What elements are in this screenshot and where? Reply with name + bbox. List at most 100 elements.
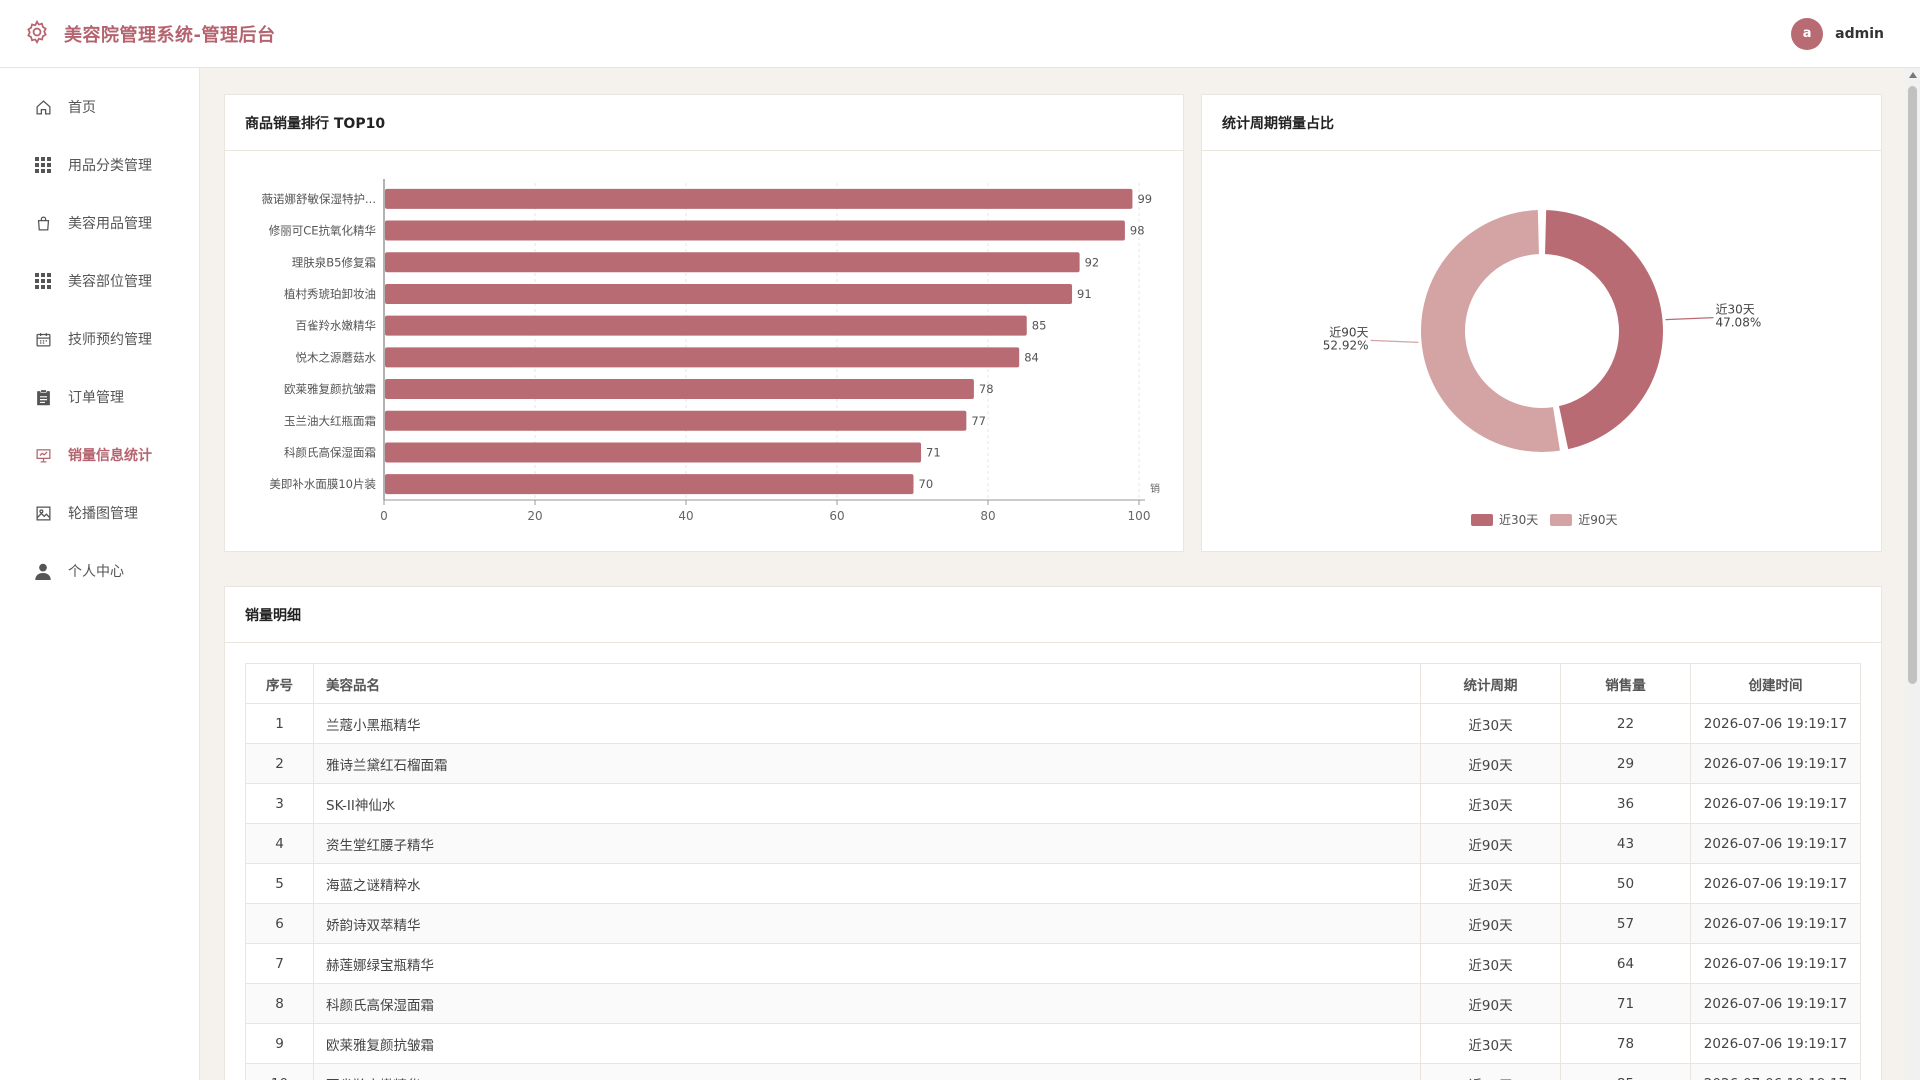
sidebar-item-label: 首页: [68, 100, 96, 116]
image-icon: [34, 504, 52, 522]
table-cell: 近30天: [1420, 1023, 1561, 1064]
bar: [385, 315, 1027, 336]
table-cell: 29: [1560, 743, 1691, 784]
data-label: 92: [1085, 255, 1100, 269]
table-cell: 64: [1560, 943, 1691, 984]
slice-name-label: 近30天: [1715, 303, 1754, 317]
table-row[interactable]: 7 赫莲娜绿宝瓶精华 近30天 64 2026-07-06 19:19:17: [245, 943, 1861, 984]
bar: [385, 252, 1080, 273]
table-body: 1 兰蔻小黑瓶精华 近30天 22 2026-07-06 19:19:17 2 雅诗兰黛红石…: [245, 703, 1861, 1080]
table-cell: 2026-07-06 19:19:17: [1690, 1063, 1861, 1080]
data-label: 78: [979, 382, 994, 396]
table-row[interactable]: 8 科颜氏高保湿面霜 近90天 71 2026-07-06 19:19:17: [245, 983, 1861, 1024]
table-cell: 2026-07-06 19:19:17: [1690, 743, 1861, 784]
pie-legend: 近30天 近90天: [1471, 511, 1618, 528]
table-cell: 近30天: [1420, 943, 1561, 984]
table-cell: SK-II神仙水: [313, 783, 1421, 824]
table-row[interactable]: 10百雀羚水嫩精华近90天852026-07-06 19:19:17: [245, 1063, 1861, 1080]
table-row[interactable]: 4 资生堂红腰子精华 近90天 43 2026-07-06 19:19:17: [245, 823, 1861, 864]
sales-table: 序号 美容品名 统计周期 销售量 创建时间 1 兰蔻小黑瓶精华 近30天 22 2026…: [245, 663, 1861, 1080]
bar: [385, 347, 1020, 368]
table-cell: 近90天: [1420, 903, 1561, 944]
sidebar-item-carousel[interactable]: 轮播图管理: [0, 484, 199, 542]
legend-item-90[interactable]: 近90天: [1550, 511, 1618, 528]
sidebar-item-category[interactable]: 用品分类管理: [0, 136, 199, 194]
table-row[interactable]: 5 海蓝之谜精粹水 近30天 50 2026-07-06 19:19:17: [245, 863, 1861, 904]
table-cell: 近30天: [1420, 863, 1561, 904]
table-cell: 赫莲娜绿宝瓶精华: [313, 943, 1421, 984]
table-row[interactable]: 3 SK-II神仙水 近30天 36 2026-07-06 19:19:17: [245, 783, 1861, 824]
sidebar-item-sales-stats[interactable]: 销量信息统计: [0, 426, 199, 484]
table-row[interactable]: 6 娇韵诗双萃精华 近90天 57 2026-07-06 19:19:17: [245, 903, 1861, 944]
table-cell: 57: [1560, 903, 1691, 944]
page-scrollbar[interactable]: [1905, 68, 1920, 1080]
username[interactable]: admin: [1835, 25, 1884, 42]
sidebar-item-products[interactable]: 美容用品管理: [0, 194, 199, 252]
table-cell: 2026-07-06 19:19:17: [1690, 1023, 1861, 1064]
table-cell: 71: [1560, 983, 1691, 1024]
grid-icon: [34, 272, 52, 290]
table-cell: 近90天: [1420, 743, 1561, 784]
table-cell: 2026-07-06 19:19:17: [1690, 863, 1861, 904]
column-header[interactable]: 统计周期: [1420, 663, 1561, 704]
label-leader-line: [1370, 339, 1419, 343]
user-menu[interactable]: a admin: [1791, 17, 1896, 50]
table-cell: 9: [245, 1023, 314, 1064]
table-row[interactable]: 1 兰蔻小黑瓶精华 近30天 22 2026-07-06 19:19:17: [245, 703, 1861, 744]
y-tick-label: 欧莱雅复颜抗皱霜: [284, 382, 376, 396]
sidebar-item-orders[interactable]: 订单管理: [0, 368, 199, 426]
x-axis-label: 销: [1150, 482, 1160, 495]
main-content: 商品销量排行 TOP10 0 20 40 60 80 100 销薇诺娜舒敏保湿特护... 99…: [200, 68, 1905, 1080]
sidebar-item-label: 轮播图管理: [68, 506, 138, 522]
data-label: 98: [1130, 224, 1145, 238]
sidebar-item-body-parts[interactable]: 美容部位管理: [0, 252, 199, 310]
slice-percent-label: 52.92%: [1323, 338, 1369, 352]
x-tick-label: 60: [829, 509, 844, 523]
sidebar-item-profile[interactable]: 个人中心: [0, 542, 199, 600]
table-cell: 2026-07-06 19:19:17: [1690, 703, 1861, 744]
sidebar-item-label: 个人中心: [68, 564, 124, 580]
table-cell: 欧莱雅复颜抗皱霜: [313, 1023, 1421, 1064]
sidebar-item-appointments[interactable]: 技师预约管理: [0, 310, 199, 368]
table-wrapper: 序号 美容品名 统计周期 销售量 创建时间 1 兰蔻小黑瓶精华 近30天 22 2026…: [225, 643, 1881, 1080]
bag-icon: [34, 214, 52, 232]
table-cell: 22: [1560, 703, 1691, 744]
table-cell: 近90天: [1420, 823, 1561, 864]
pie-slice: [1419, 208, 1563, 454]
table-cell: 娇韵诗双萃精华: [313, 903, 1421, 944]
column-header[interactable]: 美容品名: [313, 663, 1421, 704]
scroll-up-arrow-icon[interactable]: [1909, 72, 1917, 78]
table-cell: 资生堂红腰子精华: [313, 823, 1421, 864]
y-tick-label: 薇诺娜舒敏保湿特护...: [262, 192, 376, 206]
table-header-row: 序号 美容品名 统计周期 销售量 创建时间: [245, 663, 1861, 704]
bar: [385, 442, 922, 463]
y-tick-label: 悦木之源蘑菇水: [296, 350, 377, 364]
table-cell: 2026-07-06 19:19:17: [1690, 943, 1861, 984]
table-row[interactable]: 9 欧莱雅复颜抗皱霜 近30天 78 2026-07-06 19:19:17: [245, 1023, 1861, 1064]
scrollbar-thumb[interactable]: [1908, 86, 1917, 684]
column-header[interactable]: 销售量: [1560, 663, 1691, 704]
y-tick-label: 科颜氏高保湿面霜: [284, 445, 376, 459]
table-row[interactable]: 2 雅诗兰黛红石榴面霜 近90天 29 2026-07-06 19:19:17: [245, 743, 1861, 784]
column-header[interactable]: 创建时间: [1690, 663, 1861, 704]
table-cell: 7: [245, 943, 314, 984]
sidebar-item-home[interactable]: 首页: [0, 78, 199, 136]
column-header[interactable]: 序号: [245, 663, 314, 704]
legend-item-30[interactable]: 近30天: [1471, 511, 1538, 528]
bar: [385, 283, 1073, 304]
table-cell: 百雀羚水嫩精华: [313, 1063, 1421, 1080]
table-cell: 8: [245, 983, 314, 1024]
user-icon: [34, 562, 52, 580]
sidebar-item-label: 销量信息统计: [68, 448, 152, 464]
gear-icon[interactable]: [24, 19, 50, 49]
table-cell: 4: [245, 823, 314, 864]
table-cell: 2: [245, 743, 314, 784]
sales-detail-card: 销量明细 序号 美容品名 统计周期 销售量 创建时间 1 兰蔻小黑瓶精华 近30天 2…: [224, 586, 1882, 1080]
bar-chart-title: 商品销量排行 TOP10: [225, 95, 1183, 151]
table-cell: 2026-07-06 19:19:17: [1690, 903, 1861, 944]
data-label: 84: [1024, 350, 1039, 364]
legend-swatch: [1471, 513, 1493, 526]
sidebar-item-label: 订单管理: [68, 390, 124, 406]
avatar[interactable]: a: [1791, 17, 1824, 50]
data-label: 91: [1077, 287, 1092, 301]
